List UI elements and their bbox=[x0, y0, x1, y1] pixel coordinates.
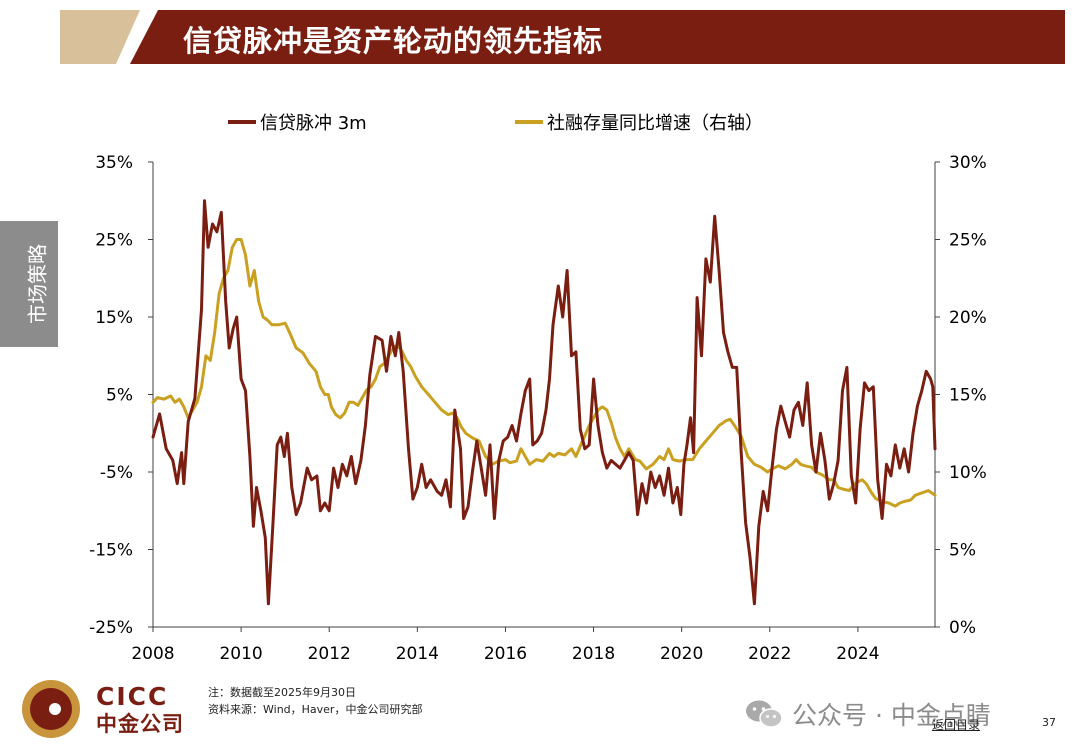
x-tick-label: 2020 bbox=[660, 644, 703, 664]
right-y-tick-label: 0% bbox=[949, 618, 976, 638]
x-tick-label: 2008 bbox=[131, 644, 174, 664]
data-cutoff-note: 注：数据截至2025年9月30日 bbox=[208, 686, 356, 699]
right-y-tick-label: 5% bbox=[949, 541, 976, 561]
left-y-tick-label: -5% bbox=[100, 463, 133, 483]
x-tick-label: 2022 bbox=[748, 644, 791, 664]
x-tick-label: 2014 bbox=[396, 644, 439, 664]
x-tick-label: 2018 bbox=[572, 644, 615, 664]
left-y-tick-label: -25% bbox=[89, 618, 133, 638]
chart: 信贷脉冲 3m 社融存量同比增速（右轴） 35% 25% 15% 5% -5% -15% -2… bbox=[89, 113, 987, 664]
legend: 信贷脉冲 3m 社融存量同比增速（右轴） bbox=[228, 113, 763, 134]
x-tick-label: 2024 bbox=[836, 644, 879, 664]
right-y-tick-label: 10% bbox=[949, 463, 987, 483]
chart-notes: 注：数据截至2025年9月30日 资料来源：Wind，Haver，中金公司研究部 bbox=[208, 684, 422, 718]
data-source-note: 资料来源：Wind，Haver，中金公司研究部 bbox=[208, 703, 423, 716]
series-line-tsf-growth bbox=[151, 238, 937, 508]
watermark: 公众号 · 中金点睛 bbox=[744, 696, 991, 732]
x-tick-label: 2012 bbox=[308, 644, 351, 664]
watermark-text: 公众号 · 中金点睛 bbox=[792, 701, 991, 730]
series-line-credit-impulse bbox=[151, 199, 937, 606]
brand-name-cn: 中金公司 bbox=[96, 712, 184, 736]
right-y-tick-label: 15% bbox=[949, 386, 987, 406]
x-tick-label: 2016 bbox=[484, 644, 527, 664]
left-y-tick-label: 5% bbox=[106, 386, 133, 406]
title-bar bbox=[130, 10, 1065, 64]
legend-label: 社融存量同比增速（右轴） bbox=[547, 113, 763, 134]
back-to-contents-link[interactable]: 返回目录 bbox=[932, 718, 981, 732]
right-y-tick-label: 20% bbox=[949, 308, 987, 328]
brand-name-en: CICC bbox=[96, 682, 169, 711]
legend-label: 信贷脉冲 3m bbox=[260, 113, 367, 134]
left-y-tick-label: -15% bbox=[89, 541, 133, 561]
left-y-tick-label: 35% bbox=[95, 153, 133, 173]
side-tab[interactable] bbox=[0, 221, 58, 347]
page-title: 信贷脉冲是资产轮动的领先指标 bbox=[183, 24, 604, 58]
right-y-tick-label: 25% bbox=[949, 231, 987, 251]
right-y-tick-label: 30% bbox=[949, 153, 987, 173]
left-y-tick-label: 15% bbox=[95, 308, 133, 328]
cicc-logo-icon bbox=[22, 680, 80, 738]
chart-series bbox=[151, 199, 937, 606]
wechat-icon bbox=[746, 700, 783, 728]
left-y-tick-label: 25% bbox=[95, 231, 133, 251]
x-tick-label: 2010 bbox=[219, 644, 262, 664]
page-number: 37 bbox=[1042, 716, 1056, 729]
chart-axes: 35% 25% 15% 5% -5% -15% -25% 30% 25% 20% 15% 10% 5% 0… bbox=[89, 153, 987, 664]
